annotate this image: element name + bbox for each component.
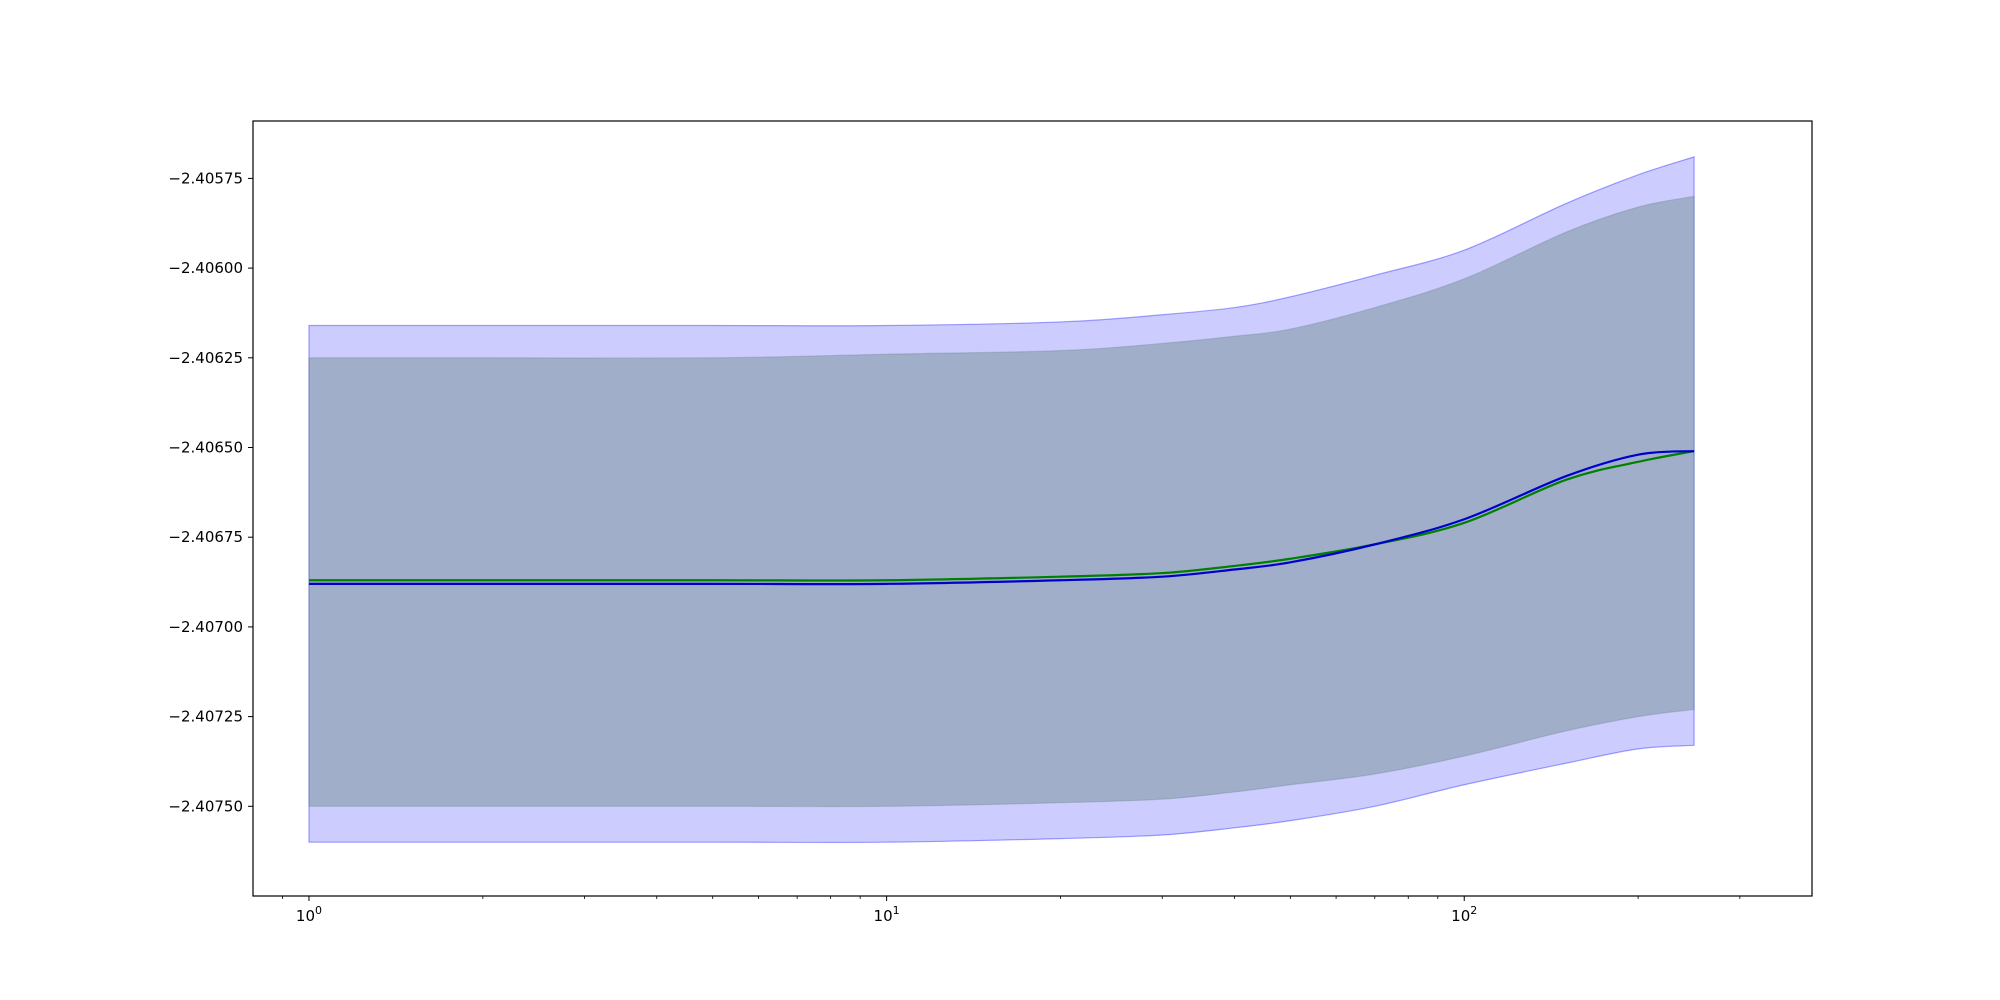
y-tick-label: −2.40650 — [168, 439, 243, 457]
y-tick-label: −2.40725 — [168, 708, 243, 726]
x-tick-label: 102 — [1451, 904, 1477, 925]
series-line-2 — [308, 449, 1695, 586]
y-tick-label: −2.40600 — [168, 259, 243, 277]
x-tick-label: 100 — [296, 904, 322, 925]
y-tick-label: −2.40575 — [168, 169, 243, 187]
y-tick-label: −2.40625 — [168, 349, 243, 367]
x-axis: 100 101 102 — [282, 896, 1741, 925]
y-tick-label: −2.40700 — [168, 618, 243, 636]
y-tick-label: −2.40750 — [168, 797, 243, 815]
confidence-band-1 — [308, 156, 1695, 844]
plot-area — [308, 156, 1695, 844]
confidence-band-2 — [308, 195, 1695, 808]
x-tick-label: 101 — [874, 904, 900, 925]
y-axis: −2.40575 −2.40600 −2.40625 −2.40650 −2.40675… — [168, 169, 253, 815]
y-tick-label: −2.40675 — [168, 528, 243, 546]
axes-frame — [252, 120, 1813, 897]
series-line-1 — [308, 450, 1695, 582]
